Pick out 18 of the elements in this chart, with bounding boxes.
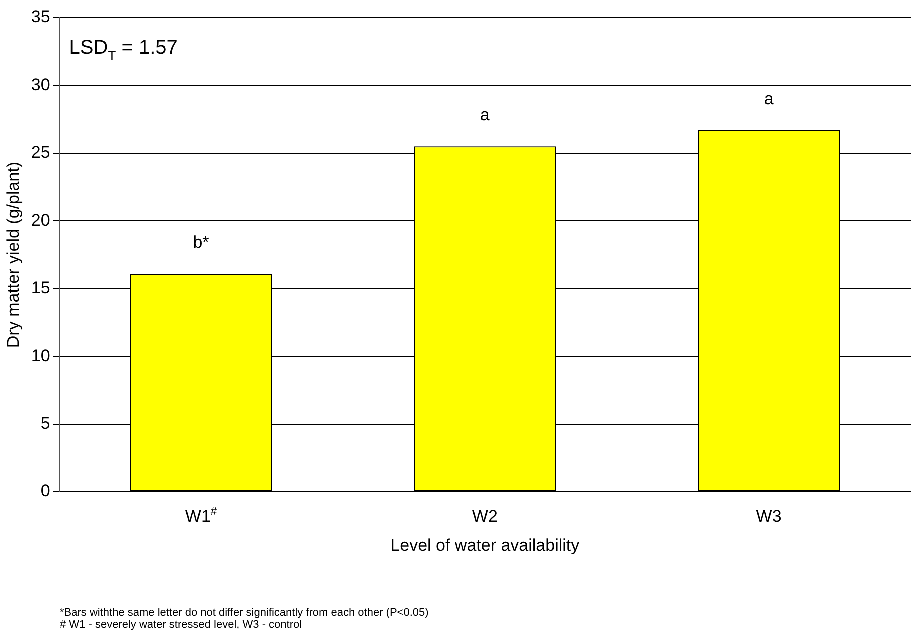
annotation: b* <box>193 232 210 252</box>
x-tick-label: W1# <box>185 506 218 526</box>
y-tick-label: 0 <box>40 482 50 501</box>
x-tick-label: W2 <box>472 507 498 526</box>
y-tick-label: 35 <box>31 8 50 27</box>
y-tick-label: 30 <box>31 75 50 94</box>
x-tick-label: W3 <box>756 507 782 526</box>
y-tick-label: 10 <box>31 346 50 366</box>
y-tick-label: 20 <box>31 210 50 230</box>
y-tick-label: 25 <box>31 143 50 162</box>
text: *Bars withthe same letter do not differ significantly from each other (P<0.05) <box>60 607 429 619</box>
annotation: a <box>764 89 774 108</box>
y-tick-label: 15 <box>31 278 50 298</box>
x-axis-title: Level of water availability <box>390 536 580 555</box>
text: # W1 - severely water stressed level, W3 - control <box>60 619 302 631</box>
y-axis-title: Dry matter yield (g/plant) <box>4 162 23 348</box>
annotation: a <box>480 106 490 125</box>
y-tick-label: 5 <box>40 414 50 433</box>
